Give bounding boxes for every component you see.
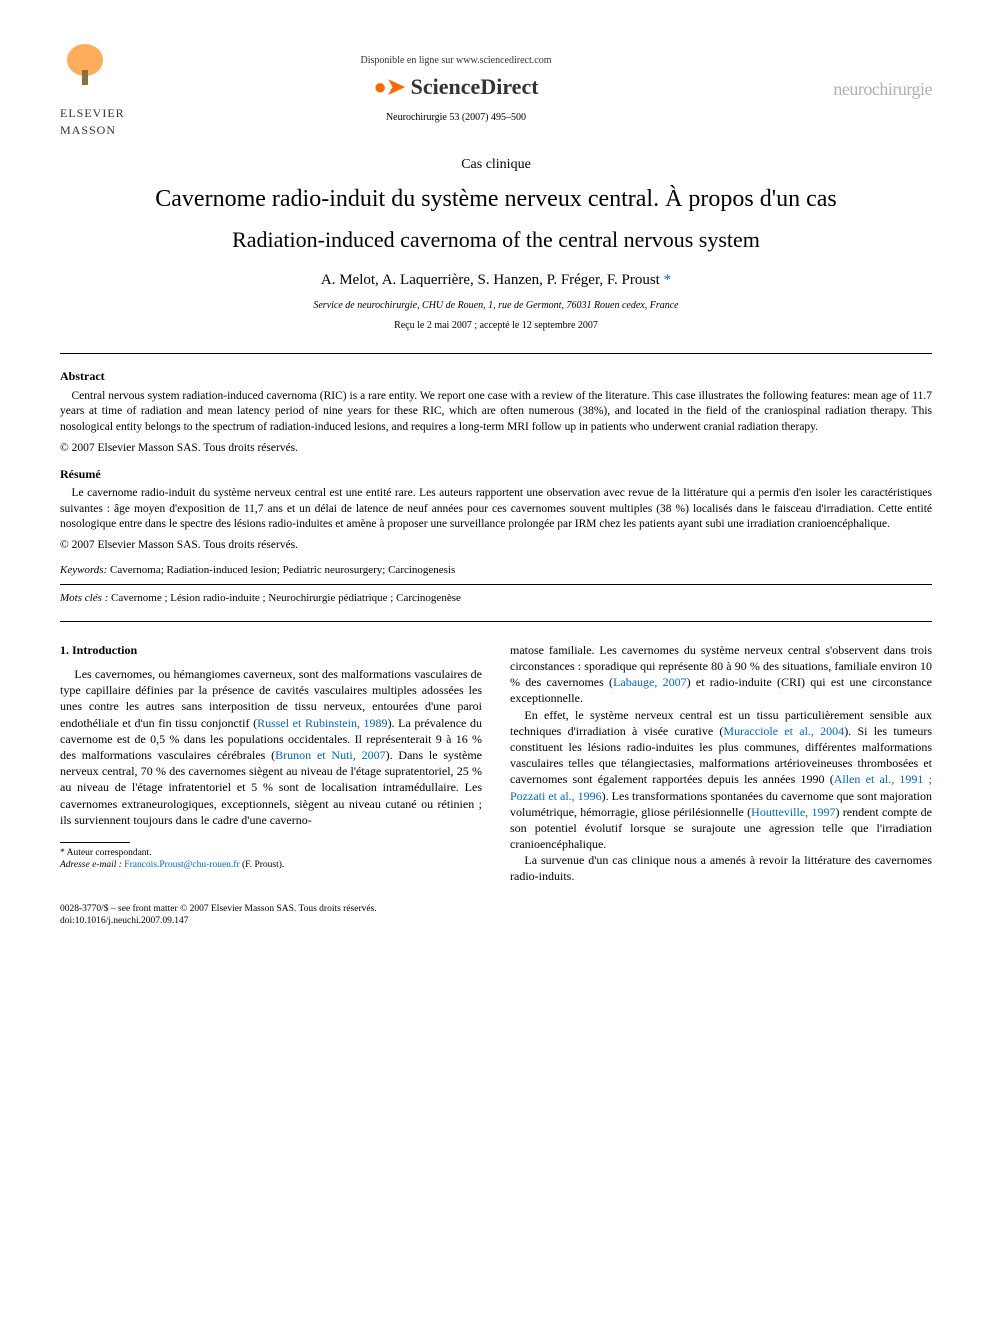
divider <box>60 584 932 585</box>
footer-line-1: 0028-3770/$ – see front matter © 2007 El… <box>60 903 932 915</box>
journal-reference: Neurochirurgie 53 (2007) 495–500 <box>180 111 732 125</box>
copyright-en: © 2007 Elsevier Masson SAS. Tous droits … <box>60 440 932 456</box>
footnote-separator <box>60 842 130 843</box>
keywords-fr-text: Cavernome ; Lésion radio-induite ; Neuro… <box>111 592 461 604</box>
footnote-email-line: Adresse e-mail : Francois.Proust@chu-rou… <box>60 859 482 871</box>
header-row: ELSEVIER MASSON Disponible en ligne sur … <box>60 40 932 139</box>
publisher-name: ELSEVIER MASSON <box>60 105 180 139</box>
keywords-fr-label: Mots clés : <box>60 592 108 604</box>
keywords-en-label: Keywords: <box>60 564 107 576</box>
body-para-continue: matose familiale. Les cavernomes du syst… <box>510 642 932 707</box>
citation-link[interactable]: Russel et Rubinstein, 1989 <box>257 716 387 730</box>
body-columns: 1. Introduction Les cavernomes, ou héman… <box>60 642 932 885</box>
citation-link[interactable]: Brunon et Nuti, 2007 <box>275 748 385 762</box>
authors-names: A. Melot, A. Laquerrière, S. Hanzen, P. … <box>321 272 660 288</box>
center-header: Disponible en ligne sur www.sciencedirec… <box>180 54 732 125</box>
online-availability: Disponible en ligne sur www.sciencedirec… <box>180 54 732 68</box>
body-para-3: La survenue d'un cas clinique nous a ame… <box>510 852 932 884</box>
citation-link[interactable]: Muracciole et al., 2004 <box>723 724 844 738</box>
abstract-fr-body: Le cavernome radio-induit du système ner… <box>60 486 932 533</box>
footnote-email-link[interactable]: Francois.Proust@chu-rouen.fr <box>124 860 239 870</box>
footer-line-2: doi:10.1016/j.neuchi.2007.09.147 <box>60 915 932 927</box>
article-type: Cas clinique <box>60 155 932 175</box>
section-1-heading: 1. Introduction <box>60 642 482 658</box>
abstract-en-body: Central nervous system radiation-induced… <box>60 389 932 436</box>
divider <box>60 621 932 622</box>
page-footer: 0028-3770/$ – see front matter © 2007 El… <box>60 903 932 928</box>
footnote-email-suffix: (F. Proust). <box>242 860 284 870</box>
keywords-en-text: Cavernoma; Radiation-induced lesion; Ped… <box>110 564 455 576</box>
citation-link[interactable]: Labauge, 2007 <box>613 675 687 689</box>
abstract-text-fr: Le cavernome radio-induit du système ner… <box>60 486 932 533</box>
article-title-english: Radiation-induced cavernoma of the centr… <box>60 225 932 256</box>
affiliation: Service de neurochirurgie, CHU de Rouen,… <box>60 299 932 313</box>
article-title-french: Cavernome radio-induit du système nerveu… <box>60 184 932 215</box>
publisher-tree-icon <box>60 40 180 105</box>
citation-link[interactable]: Houtteville, 1997 <box>751 805 835 819</box>
corresponding-marker: * <box>664 272 672 288</box>
keywords-fr: Mots clés : Cavernome ; Lésion radio-ind… <box>60 591 932 606</box>
column-right: matose familiale. Les cavernomes du syst… <box>510 642 932 885</box>
authors-list: A. Melot, A. Laquerrière, S. Hanzen, P. … <box>60 270 932 291</box>
copyright-fr: © 2007 Elsevier Masson SAS. Tous droits … <box>60 537 932 553</box>
abstract-heading-en: Abstract <box>60 368 932 385</box>
keywords-en: Keywords: Cavernoma; Radiation-induced l… <box>60 563 932 578</box>
footnote-email-label: Adresse e-mail : <box>60 860 122 870</box>
column-left: 1. Introduction Les cavernomes, ou héman… <box>60 642 482 885</box>
abstract-heading-fr: Résumé <box>60 466 932 483</box>
journal-logo: neurochirurgie <box>732 77 932 102</box>
abstract-text-en: Central nervous system radiation-induced… <box>60 389 932 436</box>
footnote-marker: * Auteur correspondant. <box>60 847 482 859</box>
sd-name: ScienceDirect <box>411 74 539 99</box>
publisher-logo: ELSEVIER MASSON <box>60 40 180 139</box>
flame-icon: ●➤ <box>373 74 405 99</box>
sciencedirect-logo: ●➤ ScienceDirect <box>180 72 732 103</box>
divider <box>60 353 932 354</box>
body-para-2: En effet, le système nerveux central est… <box>510 707 932 853</box>
article-dates: Reçu le 2 mai 2007 ; accepté le 12 septe… <box>60 319 932 333</box>
body-para-1: Les cavernomes, ou hémangiomes caverneux… <box>60 666 482 828</box>
footnote: * Auteur correspondant. Adresse e-mail :… <box>60 847 482 872</box>
